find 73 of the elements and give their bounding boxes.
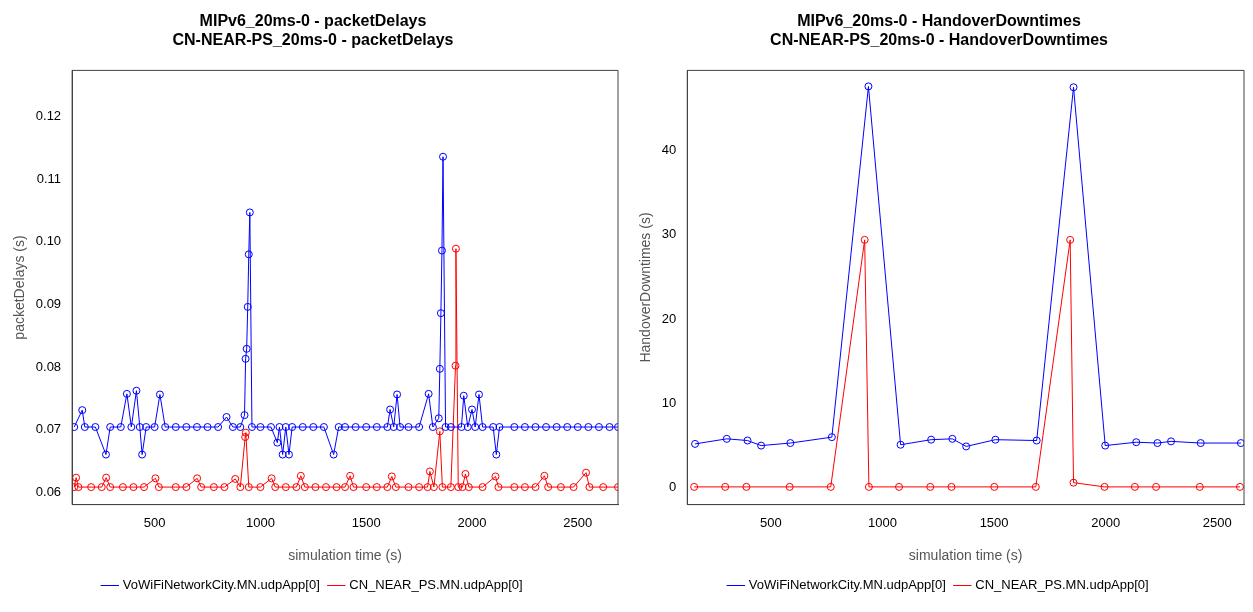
point [926, 482, 935, 491]
y-tick-label: 0.10 [35, 233, 62, 249]
x-tick-label: 2000 [457, 514, 487, 530]
point [757, 441, 766, 450]
y-tick-label: 0.09 [35, 295, 62, 311]
y-axis-title: HandoverDowntimes (s) [637, 212, 654, 363]
chart-title: MIPv6_20ms-0 - packetDelays [199, 12, 427, 30]
legend-label: VoWiFiNetworkCity.MN.udpApp[0] [122, 577, 320, 593]
point [1236, 439, 1244, 448]
point [743, 436, 752, 445]
point [895, 482, 904, 491]
legend-label: CN_NEAR_PS.MN.udpApp[0] [975, 577, 1149, 593]
x-tick-label: 500 [760, 514, 782, 530]
chart-subtitle: CN-NEAR-PS_20ms-0 - HandoverDowntimes [770, 31, 1109, 49]
point [722, 434, 731, 443]
point [1152, 482, 1161, 491]
point [690, 482, 699, 491]
x-tick-label: 1500 [351, 514, 381, 530]
chart-title: MIPv6_20ms-0 - HandoverDowntimes [797, 12, 1081, 30]
point [691, 439, 700, 448]
point [1195, 482, 1204, 491]
point [1132, 438, 1141, 447]
point [721, 482, 730, 491]
y-tick-label: 40 [661, 142, 677, 158]
point [785, 482, 794, 491]
y-tick-label: 0.08 [35, 358, 62, 374]
point [827, 433, 836, 442]
x-tick-label: 1000 [868, 514, 897, 530]
point [1130, 482, 1139, 491]
y-tick-label: 0.11 [36, 170, 62, 186]
point [1196, 439, 1205, 448]
y-tick-label: 0.06 [35, 483, 62, 499]
x-tick-label: 2500 [1202, 514, 1232, 530]
point [786, 439, 795, 448]
point [1153, 439, 1162, 448]
point [947, 482, 956, 491]
x-tick-label: 2000 [1091, 514, 1121, 530]
point [826, 482, 835, 491]
point [1066, 235, 1075, 244]
point [927, 435, 936, 444]
point [990, 482, 999, 491]
point [1069, 83, 1078, 92]
point [1235, 482, 1244, 491]
point [864, 82, 873, 91]
point [864, 482, 873, 491]
y-tick-label: 10 [661, 395, 677, 411]
legend-label: CN_NEAR_PS.MN.udpApp[0] [349, 577, 523, 593]
y-tick-label: 30 [661, 226, 677, 242]
y-tick-label: 20 [661, 310, 677, 326]
x-axis-title: simulation time (s) [288, 547, 402, 564]
y-tick-label: 0.07 [35, 421, 62, 437]
point [1069, 478, 1078, 487]
y-axis-title: packetDelays (s) [11, 235, 28, 340]
legend-label: VoWiFiNetworkCity.MN.udpApp[0] [748, 577, 946, 593]
chart-subtitle: CN-NEAR-PS_20ms-0 - packetDelays [172, 31, 454, 49]
x-tick-label: 1000 [245, 514, 275, 530]
point [1032, 436, 1041, 445]
x-tick-label: 500 [143, 514, 166, 530]
point [991, 435, 1000, 444]
x-tick-label: 1500 [979, 514, 1009, 530]
point [1167, 437, 1176, 446]
x-axis-title: simulation time (s) [908, 547, 1023, 564]
point [948, 434, 957, 443]
y-tick-label: 0.12 [35, 108, 62, 124]
point [1101, 441, 1110, 450]
x-tick-label: 2500 [563, 514, 593, 530]
point [896, 440, 905, 449]
point [1031, 482, 1040, 491]
point [860, 235, 869, 244]
point [742, 482, 751, 491]
point [962, 442, 971, 451]
point [1100, 482, 1109, 491]
y-tick-label: 0 [669, 479, 677, 495]
